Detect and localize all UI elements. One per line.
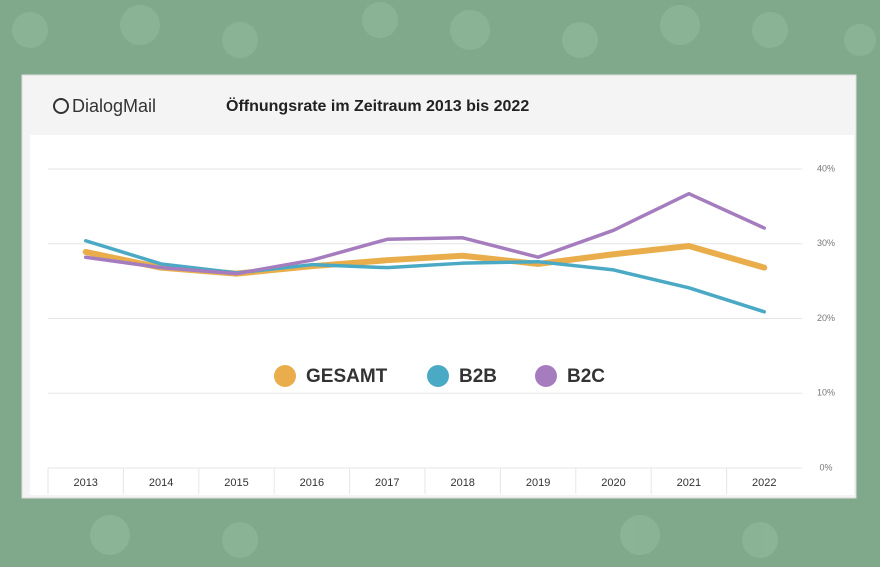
legend-label: B2C <box>567 366 605 387</box>
series-line <box>83 191 767 276</box>
x-tick-label: 2016 <box>300 477 324 489</box>
y-tick-label: 30% <box>817 238 835 248</box>
legend-label: B2B <box>459 366 497 387</box>
series-line <box>83 239 767 314</box>
pattern <box>12 2 876 558</box>
brand-logo: DialogMail <box>72 96 156 116</box>
plot-background <box>30 135 854 495</box>
y-tick-label: 0% <box>819 462 832 472</box>
y-tick-label: 40% <box>817 163 835 173</box>
legend-marker <box>535 365 557 387</box>
x-tick-label: 2017 <box>375 477 399 489</box>
legend-marker <box>274 365 296 387</box>
y-tick-label: 20% <box>817 313 835 323</box>
x-tick-label: 2021 <box>677 477 701 489</box>
legend-marker <box>427 365 449 387</box>
x-tick-label: 2020 <box>601 477 625 489</box>
logo-icon <box>53 98 69 114</box>
y-tick-label: 10% <box>817 388 835 398</box>
x-tick-label: 2022 <box>752 477 776 489</box>
x-tick-label: 2018 <box>450 477 474 489</box>
x-tick-label: 2013 <box>73 477 97 489</box>
x-tick-label: 2019 <box>526 477 550 489</box>
chart-title: Öffnungsrate im Zeitraum 2013 bis 2022 <box>226 96 529 115</box>
x-tick-label: 2015 <box>224 477 248 489</box>
legend-label: GESAMT <box>306 366 388 387</box>
x-tick-label: 2014 <box>149 477 173 489</box>
